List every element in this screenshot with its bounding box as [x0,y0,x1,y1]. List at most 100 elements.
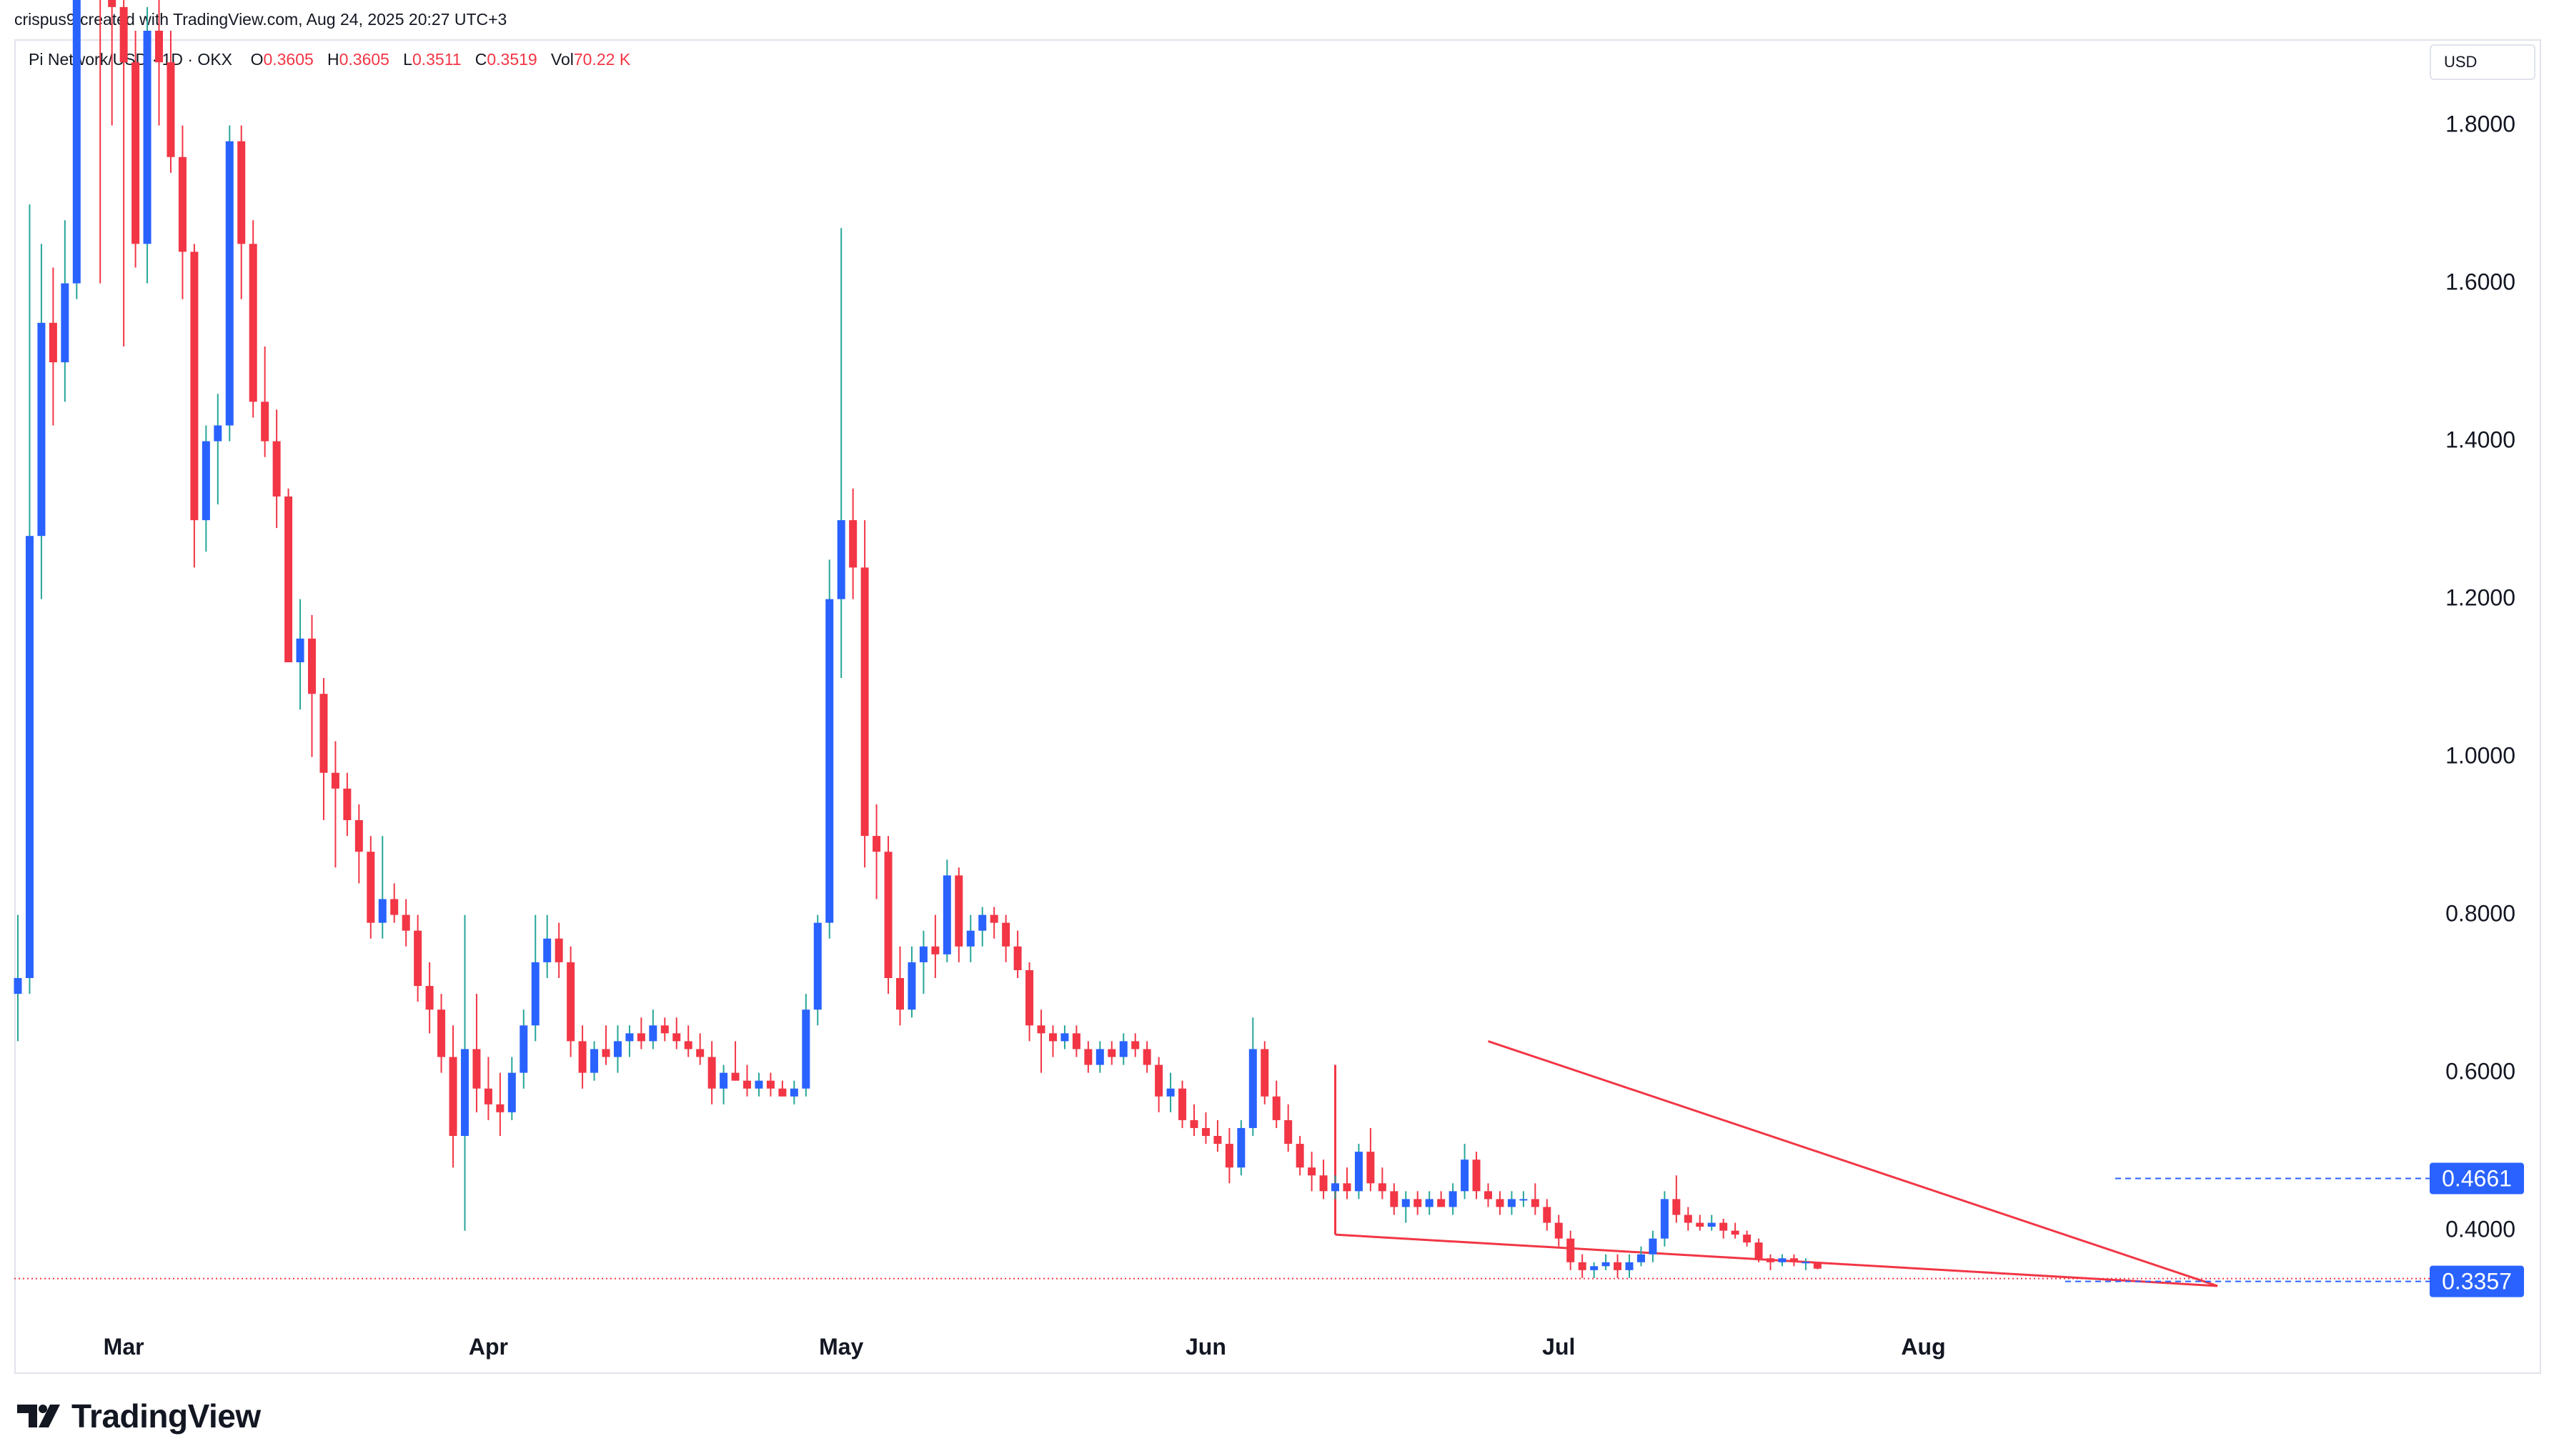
candle-body [367,852,375,923]
level-price-tag-text: 0.4661 [2442,1166,2512,1192]
candle-down [555,922,563,978]
candle-up [1166,1072,1175,1112]
level-price-tag-bg [2430,1162,2524,1195]
candle-body [1614,1262,1622,1270]
candle-body [25,536,34,978]
candle-up [1354,1144,1363,1200]
candle-body [61,283,69,363]
tradingview-brand[interactable]: TradingView [16,1397,261,1435]
candle-up [966,914,975,962]
candle-down [637,1017,645,1049]
candle-down [1190,1104,1198,1136]
candle-body [837,520,845,599]
currency-selector[interactable]: USD [2430,44,2535,80]
candle-down [1578,1254,1586,1278]
candle-up [590,1041,599,1081]
candle-body [214,425,222,442]
candle-up [613,1025,622,1073]
candle-up [1707,1215,1716,1231]
candle-up [1519,1191,1528,1207]
symbol-legend: Pi Network/USD · 1D · OKX O0.3605 H0.360… [29,50,630,69]
candle-down [1272,1080,1281,1128]
current-price-tag-bg [2430,1265,2524,1297]
candle-down [990,907,998,939]
candle-up [649,1009,657,1049]
candle-up [1095,1041,1104,1073]
candle-down [707,1041,716,1105]
candle-down [1719,1219,1728,1239]
candle-body [1166,1088,1175,1097]
candle-body [1672,1199,1681,1215]
candle-body [1108,1049,1116,1057]
candle-down [237,125,246,299]
candle-down [437,994,446,1073]
candle-body [649,1025,657,1042]
candle-down [731,1041,740,1081]
candle-down [602,1025,610,1065]
candle-up [460,914,469,1231]
candle-down [1543,1199,1551,1231]
candle-down [1743,1230,1751,1247]
candle-body [1025,969,1034,1026]
candle-up [1625,1254,1634,1278]
candle-down [1554,1215,1563,1247]
candle-body [1201,1127,1210,1136]
candle-body [1789,1258,1798,1262]
close-label: C [474,50,487,69]
candlestick-chart[interactable]: 1.8000 1.6000 1.4000 1.2000 1.0000 0.8000 0.60… [0,0,2554,1375]
candle-down [49,267,57,426]
candle-up [296,599,304,710]
candle-body [1002,922,1010,947]
x-tick-label: Jul [1542,1334,1575,1360]
x-tick-label: Aug [1901,1334,1945,1360]
candle-up [1778,1254,1787,1267]
tradingview-logo-icon [17,1405,60,1427]
y-tick-label: 1.6000 [2445,269,2515,295]
candle-down [1531,1183,1539,1215]
candle-body [425,986,434,1010]
candle-up [943,859,951,962]
candle-body [1072,1033,1080,1049]
candle-body [1343,1183,1351,1192]
candle-body [660,1025,669,1034]
candle-body [237,141,246,244]
candle-down [1496,1191,1504,1215]
candle-body [602,1049,610,1057]
candle-body [1413,1199,1422,1207]
volume-label: Vol [550,50,574,69]
candle-down [1213,1120,1222,1152]
symbol-name[interactable]: Pi Network/USD · 1D · OKX [29,50,232,69]
candle-up [143,6,151,284]
x-tick-label: May [819,1334,863,1360]
candle-down [1437,1191,1446,1207]
candle-up [1331,1175,1340,1200]
candle-body [1484,1191,1492,1200]
candle-body [460,1049,469,1136]
candle-down [108,0,116,126]
candle-up [1449,1183,1457,1215]
candle-down [1366,1127,1375,1192]
candle-down [1614,1254,1622,1278]
candle-up [214,394,222,504]
candle-down [1696,1215,1704,1231]
candle-body [1472,1160,1481,1192]
candle-body [1636,1254,1645,1262]
candle-body [1731,1230,1739,1235]
candle-body [731,1072,740,1081]
candle-down [1343,1167,1351,1200]
candle-body [1143,1049,1151,1065]
candle-up [14,914,22,1042]
candle-body [167,62,175,157]
candle-down [1378,1167,1386,1200]
y-tick-label: 1.8000 [2445,111,2515,137]
candle-down [155,0,164,126]
candle-down [131,31,140,268]
candle-down [1731,1222,1739,1239]
candle-body [1296,1144,1304,1168]
candle-up [1248,1017,1257,1136]
candle-down [1813,1262,1822,1270]
candle-down [1143,1041,1151,1073]
candle-up [825,559,834,939]
candle-body [755,1080,763,1089]
candle-body [49,322,57,363]
